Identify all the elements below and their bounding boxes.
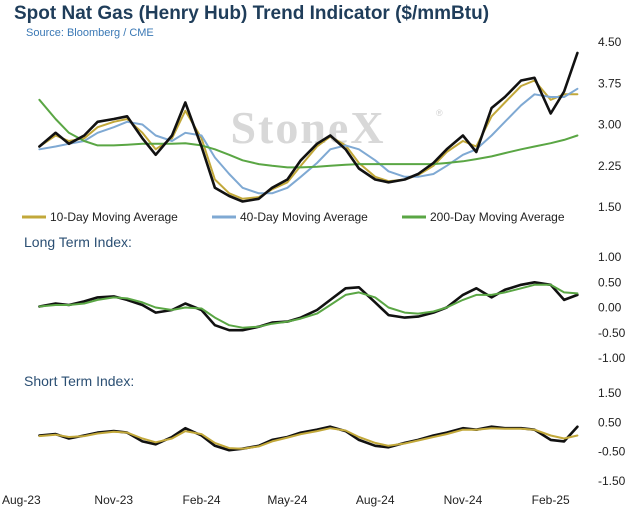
legend: 10-Day Moving Average 40-Day Moving Avera… — [22, 210, 565, 224]
legend-label: 40-Day Moving Average — [240, 210, 368, 224]
panel-2: Long Term Index: 1.00 0.50 0.00 -0.50 -1.00 — [24, 234, 626, 365]
y-tick-label: 3.00 — [598, 118, 622, 132]
y-tick-label: -0.50 — [598, 445, 626, 459]
x-tick-label: Aug-23 — [2, 493, 41, 507]
chart-title: Spot Nat Gas (Henry Hub) Trend Indicator… — [14, 3, 489, 24]
chart-source: Source: Bloomberg / CME — [26, 27, 154, 39]
y-tick-label: 1.50 — [598, 386, 622, 400]
chart-panels: 4.50 3.75 3.00 2.25 1.50 Long Term Index: 1.00… — [2, 35, 626, 507]
series-short-term-index — [38, 425, 579, 452]
y-tick-label: -1.00 — [598, 351, 626, 365]
y-tick-label: 0.00 — [598, 301, 622, 315]
panel-3: Short Term Index: 1.50 0.50 -0.50 -1.50 — [24, 373, 626, 488]
legend-label: 10-Day Moving Average — [50, 210, 178, 224]
stonex-watermark: StoneX ® — [230, 102, 443, 153]
y-tick-label: 1.00 — [598, 250, 622, 264]
x-tick-label: Aug-24 — [356, 493, 395, 507]
y-tick-label: 0.50 — [598, 275, 622, 289]
series-long-term-signal — [38, 283, 579, 329]
x-tick-label: Feb-24 — [183, 493, 221, 507]
legend-label: 200-Day Moving Average — [430, 210, 565, 224]
y-tick-label: 2.25 — [598, 159, 622, 173]
series-short-term-signal — [38, 427, 579, 450]
y-tick-label: 1.50 — [598, 200, 622, 214]
y-tick-label: 3.75 — [598, 76, 622, 90]
series-ma-200 — [38, 98, 579, 169]
x-tick-label: May-24 — [267, 493, 307, 507]
panel-1: 4.50 3.75 3.00 2.25 1.50 — [38, 35, 622, 214]
y-tick-label: -1.50 — [598, 474, 626, 488]
watermark-text: StoneX — [230, 102, 385, 153]
legend-item: 10-Day Moving Average — [22, 210, 178, 224]
y-tick-label: -0.50 — [598, 326, 626, 340]
x-tick-label: Nov-24 — [444, 493, 483, 507]
y-tick-label: 0.50 — [598, 415, 622, 429]
legend-item: 200-Day Moving Average — [402, 210, 565, 224]
watermark-registered-mark: ® — [436, 108, 443, 118]
x-tick-label: Nov-23 — [94, 493, 133, 507]
panel-title: Short Term Index: — [24, 373, 134, 389]
series-long-term-index — [38, 280, 579, 332]
panel-title: Long Term Index: — [24, 234, 132, 250]
series-price — [38, 51, 579, 203]
x-tick-label: Feb-25 — [532, 493, 570, 507]
legend-item: 40-Day Moving Average — [212, 210, 368, 224]
y-tick-label: 4.50 — [598, 35, 622, 49]
series-ma-40 — [38, 87, 579, 195]
